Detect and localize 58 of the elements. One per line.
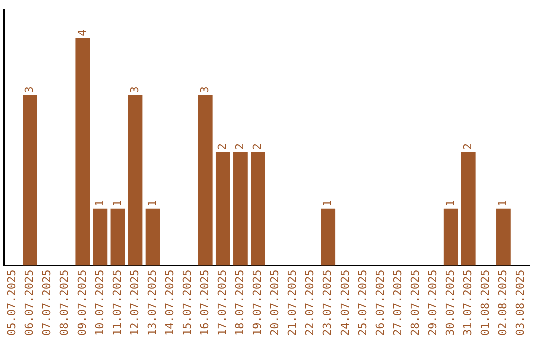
data-label: 3 [23,86,36,94]
x-tick-label: 06.07.2025 [23,270,36,336]
data-label: 1 [496,200,510,207]
bar [110,208,126,266]
x-tick-label: 08.07.2025 [58,270,72,336]
data-label: 2 [461,143,474,150]
x-tick-label: 11.07.2025 [110,270,124,336]
x-tick-label: 10.07.2025 [93,270,106,336]
x-tick-label: 19.07.2025 [251,270,264,336]
bar [461,152,476,266]
bar [23,95,38,266]
bar [496,208,511,266]
bar [216,152,230,266]
x-tick-label: 14.07.2025 [163,270,176,336]
x-tick-label: 26.07.2025 [374,270,387,336]
data-label: 1 [146,200,159,207]
x-tick-label: 24.07.2025 [338,270,352,336]
data-label: 3 [128,86,142,94]
x-tick-label: 15.07.2025 [180,270,194,336]
x-tick-label: 13.07.2025 [146,270,159,336]
bar [128,95,143,266]
data-label: 1 [444,200,457,207]
x-tick-label: 28.07.2025 [408,270,422,336]
data-label: 1 [321,200,334,207]
bar [198,95,213,266]
x-tick-label: 05.07.2025 [6,270,19,336]
x-tick-label: 25.07.2025 [356,270,370,336]
x-tick-label: 17.07.2025 [216,270,230,336]
x-tick-label: 07.07.2025 [40,270,54,336]
data-label: 2 [234,143,247,150]
data-label: 4 [76,29,89,36]
bar [146,208,160,266]
x-tick-label: 01.08.2025 [479,270,492,336]
data-label: 2 [216,143,230,150]
x-tick-label: 27.07.2025 [391,270,404,336]
x-tick-label: 09.07.2025 [76,270,89,336]
x-tick-label: 29.07.2025 [426,270,440,336]
data-label: 1 [93,200,106,207]
x-tick-label: 02.08.2025 [496,270,510,336]
x-tick-label: 12.07.2025 [128,270,142,336]
x-tick-label: 23.07.2025 [321,270,334,336]
bar [93,208,108,266]
x-tick-label: 03.08.2025 [514,270,528,336]
bar [76,38,90,266]
data-label: 3 [198,86,212,94]
x-tick-label: 20.07.2025 [268,270,282,336]
x-tick-label: 18.07.2025 [234,270,247,336]
x-tick-label: 21.07.2025 [286,270,300,336]
x-tick-label: 16.07.2025 [198,270,212,336]
bar [321,208,336,266]
bar [234,152,248,266]
x-tick-label: 22.07.2025 [304,270,317,336]
bar [444,208,458,266]
data-label: 2 [251,143,264,150]
data-label: 1 [110,200,124,207]
x-tick-label: 31.07.2025 [461,270,474,336]
x-tick-label: 30.07.2025 [444,270,457,336]
bar [251,152,266,266]
